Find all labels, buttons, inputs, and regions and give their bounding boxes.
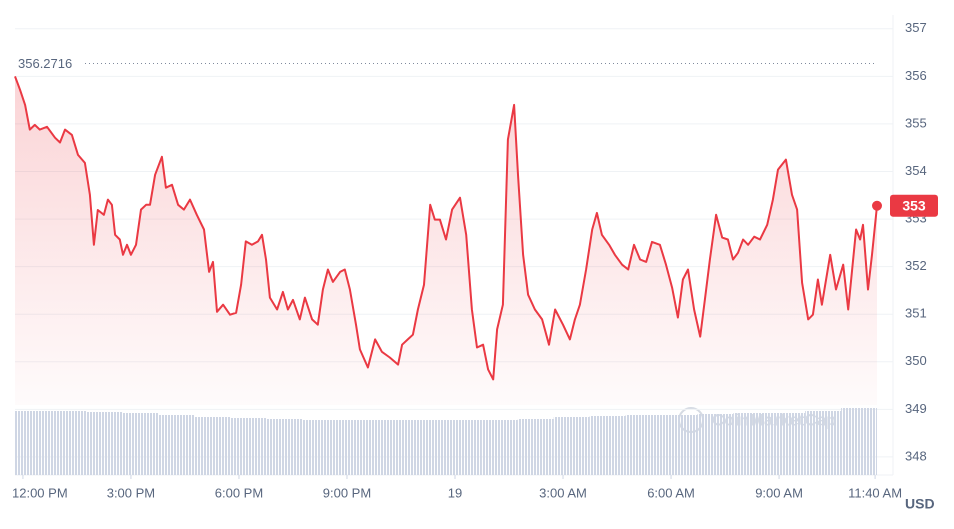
volume-bar [302,420,339,475]
volume-bar [446,420,482,475]
volume-bar [15,411,51,475]
volume-bar [481,420,518,475]
volume-bar [769,413,806,475]
volume-bar [661,415,698,475]
area-fill [15,76,877,406]
volume-bar [805,411,842,475]
current-price-label: 353 [902,197,926,213]
volume-bar [589,416,626,475]
volume-bar [733,413,770,475]
volume-bar [338,420,375,475]
volume-bar [50,411,87,475]
volume-bar [194,417,231,475]
volume-bar [625,415,662,475]
volume-bar [410,420,446,475]
x-tick-label: 3:00 AM [539,485,587,500]
y-tick-label: 349 [905,401,927,416]
price-line [14,76,878,381]
x-tick-label: 9:00 AM [755,485,803,500]
volume-bar [841,408,877,475]
volume-bar [158,415,195,475]
volume-bar [266,419,303,475]
y-tick-label: 354 [905,163,927,178]
x-tick-label: 6:00 AM [647,485,695,500]
y-tick-label: 351 [905,306,927,321]
x-tick-label: 12:00 PM [12,485,68,500]
high-label: 356.2716 [18,56,72,71]
x-tick-label: 11:40 AM [848,485,902,500]
volume-bar [86,412,123,475]
volume-bar [374,420,411,475]
x-tick-label: 9:00 PM [323,485,371,500]
y-tick-label: 355 [905,115,927,130]
x-tick-label: 3:00 PM [107,485,155,500]
currency: USD [905,496,935,512]
y-tick-label: 348 [905,448,927,463]
y-tick-label: 356 [905,68,927,83]
volume-bar [230,418,267,475]
x-tick-label: 19 [448,485,462,500]
volume-bar [517,419,554,475]
y-tick-label: 350 [905,353,927,368]
current-price-box [890,194,938,217]
y-tick-label: 352 [905,258,927,273]
volume-bar [697,414,734,475]
y-tick-label: 357 [905,20,927,35]
last-point [872,200,882,211]
volume-bar [553,417,590,475]
x-tick-label: 6:00 PM [215,485,263,500]
volume-bar [122,413,159,475]
